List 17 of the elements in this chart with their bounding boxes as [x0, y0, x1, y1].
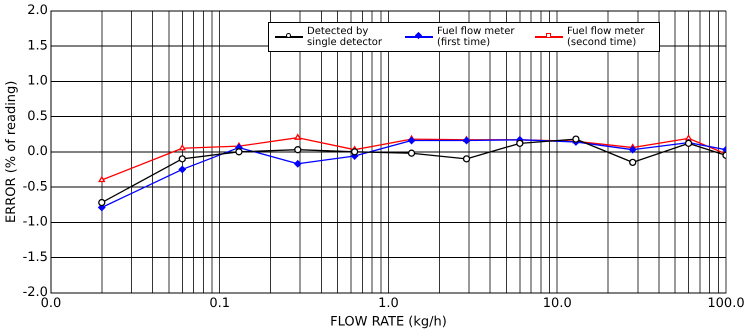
- legend-label: Fuel flow meter (first time): [437, 26, 515, 48]
- y-tick-label: 2.0: [27, 3, 48, 18]
- x-tick-label: 0.1: [209, 296, 230, 311]
- legend-label: Fuel flow meter (second time): [567, 26, 645, 48]
- y-tick-label: -1.5: [22, 250, 48, 265]
- y-axis-title: ERROR (% of reading): [4, 80, 20, 223]
- y-tick-label: 1.5: [27, 38, 48, 54]
- x-axis-title: FLOW RATE (kg/h): [330, 314, 447, 330]
- y-tick-label: -0.5: [22, 179, 48, 194]
- y-tick-label: 0.5: [27, 108, 48, 124]
- y-tick-label: 0.0: [27, 144, 48, 160]
- y-tick-label: -1.0: [22, 214, 48, 230]
- legend-label: Detected by single detector: [307, 26, 382, 48]
- x-tick-label: 10.0: [542, 296, 572, 311]
- y-tick-label: 1.0: [27, 74, 48, 89]
- x-tick-label: 100.0: [707, 296, 745, 311]
- x-tick-label: 1.0: [378, 296, 399, 311]
